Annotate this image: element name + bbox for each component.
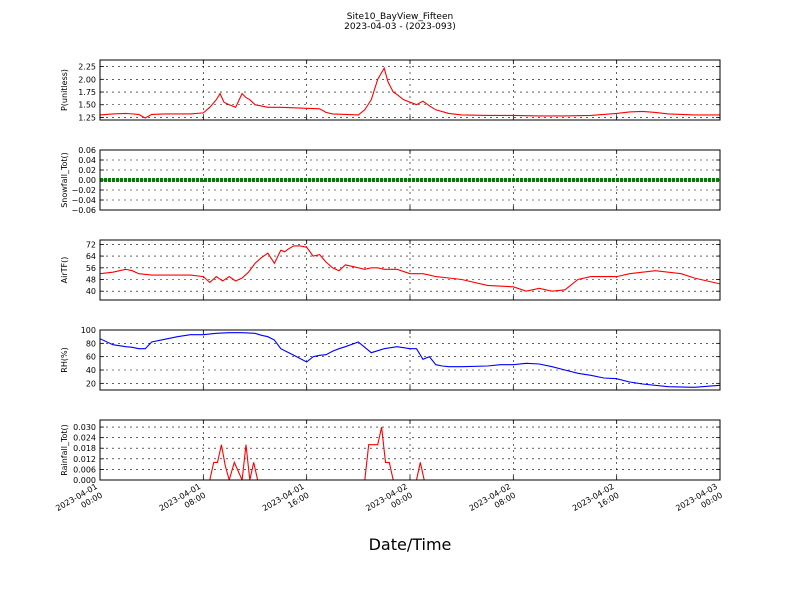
- y-tick-label: 60: [86, 353, 96, 362]
- y-tick-label: 0.000: [73, 476, 96, 485]
- series-line: [100, 66, 720, 119]
- y-tick-label: −0.04: [71, 196, 96, 205]
- chart-title-line2: 2023-04-03 - (2023-093): [344, 22, 456, 32]
- series-line: [100, 245, 720, 292]
- y-axis-label: Rainfall_Tot(): [60, 424, 69, 476]
- chart-title-line1: Site10_BayView_Fifteen: [347, 12, 453, 22]
- panel-3: 40 48 56 64 72 AirTF(): [60, 239, 721, 301]
- x-axis-label: Date/Time: [369, 535, 452, 554]
- y-axis-label: P(unitless): [60, 69, 69, 111]
- y-tick-label: 0.012: [73, 455, 96, 464]
- y-tick-label: −0.02: [71, 186, 96, 195]
- y-tick-label: 100: [81, 326, 96, 335]
- panel-4: 20 40 60 80 100 RH(%): [60, 326, 721, 391]
- panel-frame: [99, 329, 721, 391]
- panel-1: 1.25 1.50 1.75 2.00 2.25 P(unitless): [60, 59, 721, 122]
- y-tick-label: 2.00: [78, 75, 96, 84]
- y-tick-label: 1.50: [78, 101, 96, 110]
- y-axis-label: AirTF(): [60, 257, 69, 284]
- y-tick-label: 40: [86, 287, 96, 296]
- y-tick-label: 0.006: [73, 465, 96, 474]
- y-tick-label: 20: [86, 379, 96, 388]
- y-tick-label: 56: [86, 264, 96, 273]
- series-line: [100, 332, 720, 388]
- panels-group: 1.251.501.752.002.25P(unitless)−0.06−0.0…: [60, 59, 721, 485]
- y-tick-label: 72: [86, 240, 96, 249]
- y-tick-label: 2.25: [78, 63, 96, 72]
- y-tick-label: 1.75: [78, 88, 96, 97]
- panel-frame: [99, 419, 721, 481]
- y-tick-label: 80: [86, 339, 96, 348]
- y-axis-label: Snowfall_Tot(): [60, 152, 69, 208]
- y-tick-label: 48: [86, 276, 96, 285]
- y-tick-label: 0.04: [78, 156, 96, 165]
- panel-2: −0.06−0.04−0.020.000.020.040.06 Snowfall_…: [60, 146, 721, 215]
- panel-frame: [99, 149, 721, 211]
- y-tick-label: 0.02: [78, 166, 96, 175]
- y-tick-label: 0.06: [78, 146, 96, 155]
- panel-frame: [99, 239, 721, 301]
- y-axis-label: RH(%): [60, 347, 69, 372]
- y-tick-label: 0.024: [73, 434, 96, 443]
- panel-frame: [99, 59, 721, 121]
- y-tick-label: −0.06: [71, 206, 96, 215]
- y-tick-label: 0.018: [73, 444, 96, 453]
- y-tick-label: 64: [86, 252, 96, 261]
- y-tick-label: 40: [86, 366, 96, 375]
- y-tick-label: 0.00: [78, 176, 96, 185]
- series-line: [100, 426, 720, 480]
- y-tick-label: 1.25: [78, 113, 96, 122]
- y-tick-label: 0.030: [73, 423, 96, 432]
